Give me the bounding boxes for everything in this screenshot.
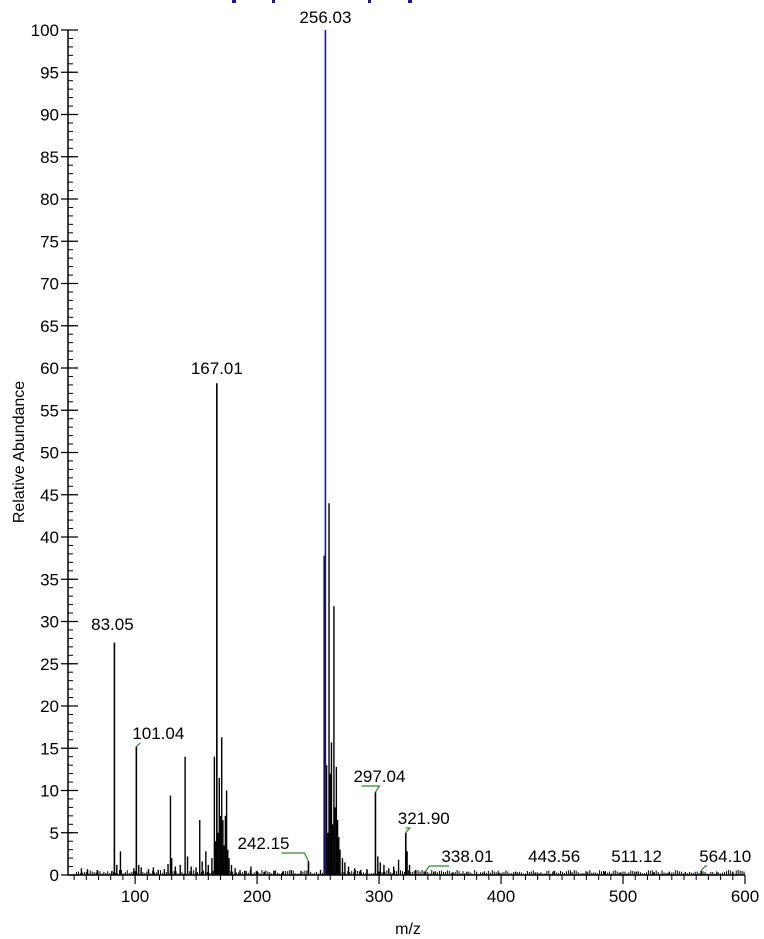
x-tick-label: 300: [365, 887, 393, 906]
y-tick-label: 30: [40, 613, 59, 632]
y-tick-label: 95: [40, 63, 59, 82]
y-tick-label: 100: [31, 21, 59, 40]
x-axis-title: m/z: [395, 921, 421, 938]
title-fragment: [272, 0, 275, 3]
leader-line: [361, 785, 381, 793]
title-fragment: [408, 0, 412, 3]
peak-label: 321.90: [398, 809, 450, 828]
y-tick-label: 40: [40, 528, 59, 547]
peak-label: 564.10: [699, 847, 751, 866]
peak-label: 101.04: [132, 724, 184, 743]
y-tick-label: 50: [40, 444, 59, 463]
y-tick-label: 5: [50, 824, 59, 843]
peak-label: 297.04: [353, 767, 405, 786]
leader-line: [135, 742, 141, 748]
y-tick-label: 10: [40, 782, 59, 801]
y-axis: 0 5 10 15 20 25 30 35 40 45 50 55 60 65 70 75 80 85 90 95 10…: [31, 21, 78, 885]
y-tick-label: 85: [40, 148, 59, 167]
leader-line: [405, 827, 412, 834]
y-tick-label: 0: [50, 866, 59, 885]
title-fragment: [368, 0, 371, 3]
y-tick-label: 60: [40, 359, 59, 378]
peak-label: 83.05: [91, 615, 134, 634]
x-tick-label: 600: [731, 887, 759, 906]
x-axis: 100 200 300 400 500 600: [68, 874, 759, 906]
x-tick-label: 400: [487, 887, 515, 906]
peak-label: 167.01: [191, 359, 243, 378]
y-tick-label: 25: [40, 655, 59, 674]
leader-line: [281, 852, 310, 862]
leader-line: [700, 865, 708, 872]
y-tick-label: 15: [40, 739, 59, 758]
y-axis-title: Relative Abundance: [11, 381, 28, 523]
peak-label: 338.01: [441, 847, 493, 866]
y-tick-label: 35: [40, 570, 59, 589]
leader-line: [424, 865, 450, 872]
peak-label: 511.12: [611, 847, 662, 866]
y-tick-label: 75: [40, 232, 59, 251]
y-tick-label: 20: [40, 697, 59, 716]
x-tick-label: 500: [609, 887, 637, 906]
y-tick-label: 70: [40, 275, 59, 294]
y-tick-label: 55: [40, 401, 59, 420]
leader-lines-layer: [135, 742, 708, 872]
peak-label: 256.03: [299, 8, 351, 27]
y-tick-label: 45: [40, 486, 59, 505]
peak-label: 242.15: [237, 834, 289, 853]
x-tick-label: 200: [243, 887, 271, 906]
peak-label: 443.56: [528, 847, 580, 866]
peak-labels-layer: 83.05 101.04 167.01 242.15 256.03 297.04 321.9…: [91, 8, 751, 866]
peaks-layer: [76, 30, 745, 875]
y-tick-label: 80: [40, 190, 59, 209]
y-tick-label: 65: [40, 317, 59, 336]
x-tick-label: 100: [121, 887, 149, 906]
y-tick-label: 90: [40, 106, 59, 125]
partial-title: [232, 0, 412, 3]
title-fragment: [232, 0, 236, 3]
